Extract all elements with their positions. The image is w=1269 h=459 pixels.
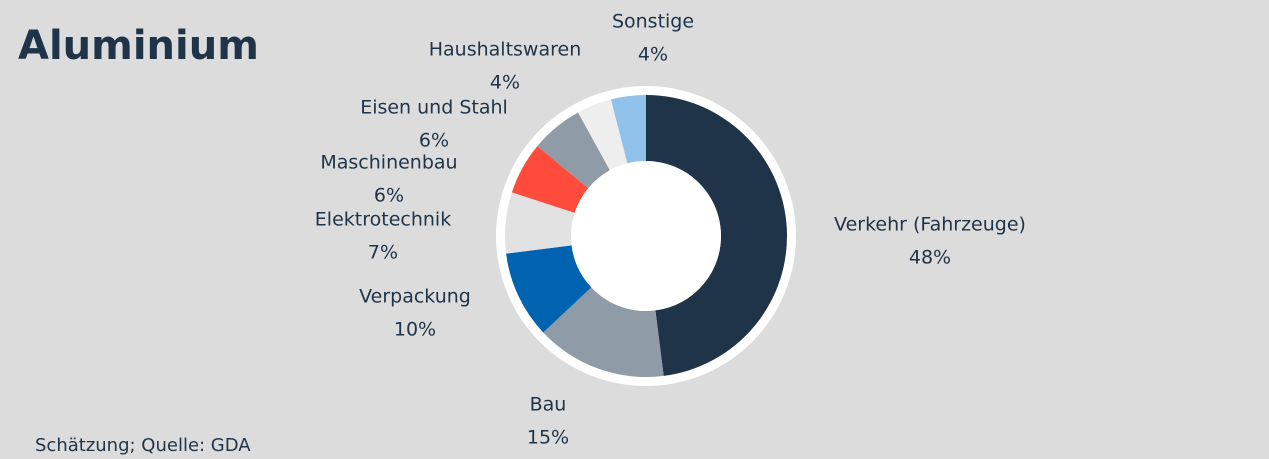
donut-slice — [578, 99, 628, 171]
slice-label: Bau — [530, 394, 567, 416]
slice-value-label: 10% — [394, 319, 436, 341]
slice-value-label: 15% — [527, 427, 569, 449]
donut-hole — [571, 161, 721, 311]
slice-value-label: 4% — [638, 44, 668, 66]
slice-value-label: 6% — [374, 185, 404, 207]
slice-label: Elektrotechnik — [315, 209, 451, 231]
donut-slice — [511, 146, 589, 213]
chart-title: Aluminium — [18, 23, 259, 69]
donut-slice — [504, 192, 575, 254]
donut-slice — [537, 112, 610, 189]
slice-label: Haushaltswaren — [429, 39, 582, 61]
slice-label: Verkehr (Fahrzeuge) — [834, 214, 1026, 236]
slice-label: Eisen und Stahl — [360, 97, 508, 119]
donut-slice — [543, 287, 664, 378]
slice-value-label: 7% — [368, 242, 398, 264]
source-note: Schätzung; Quelle: GDA — [35, 435, 251, 456]
slice-value-label: 6% — [419, 130, 449, 152]
slice-label: Sonstige — [612, 11, 694, 33]
donut-slice — [610, 95, 646, 164]
slice-label: Maschinenbau — [320, 152, 457, 174]
slice-value-label: 48% — [909, 247, 951, 269]
slice-label: Verpackung — [359, 286, 471, 308]
donut-slice — [646, 94, 787, 376]
slice-value-label: 4% — [490, 72, 520, 94]
donut-slice — [506, 245, 592, 333]
